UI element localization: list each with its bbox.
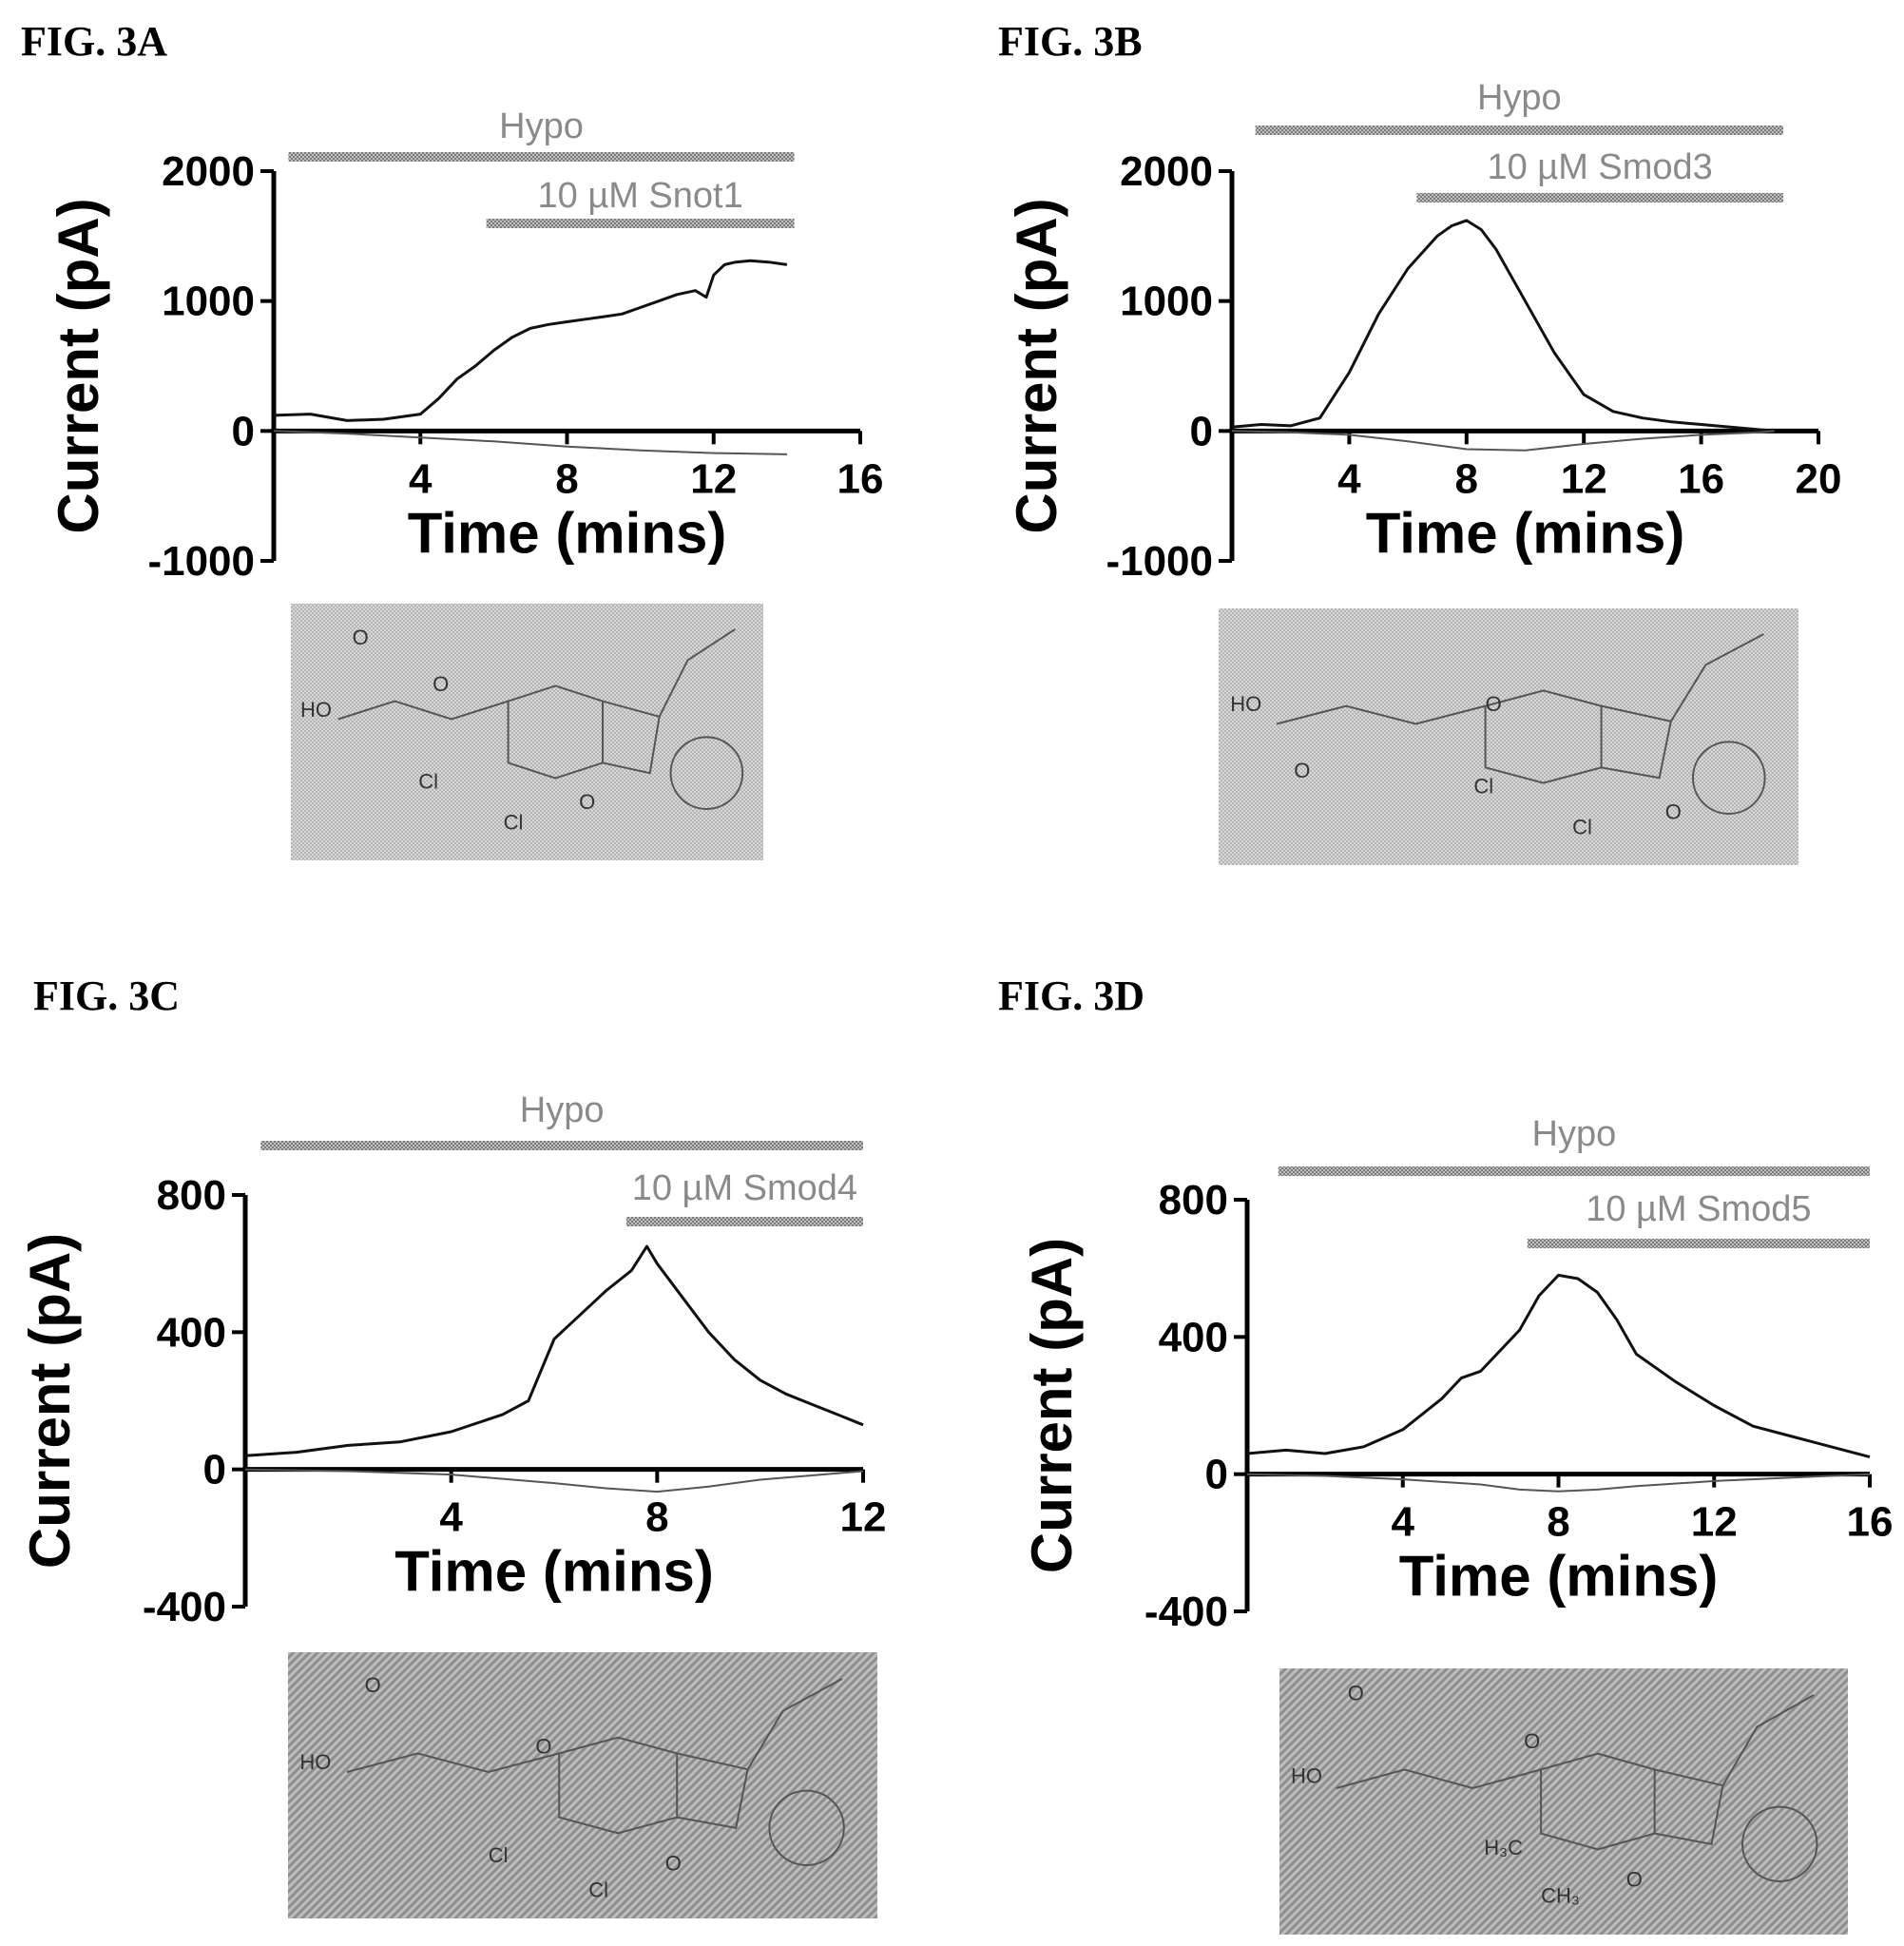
x-tick-label: 12: [840, 1494, 887, 1541]
structure-atom-label: O: [353, 626, 369, 649]
current-trace: [1232, 221, 1775, 431]
application-bar: [626, 1217, 863, 1226]
structure-atom-label: O: [665, 1852, 682, 1876]
application-bar: [1279, 1166, 1870, 1176]
application-bar: [260, 1141, 863, 1150]
panel-2: FIG. 3B 2000 1000 0 -1000 4 8 12 16 20 Time (mins)…: [998, 18, 1841, 865]
application-bar-label: 10 µM Snot1: [538, 176, 743, 216]
x-tick-label: 8: [645, 1494, 668, 1541]
chemical-structure: [1219, 608, 1798, 865]
application-bar-label: Hypo: [1532, 1114, 1617, 1154]
application-bar: [1256, 125, 1783, 135]
structure-atom-label: H₃C: [1484, 1836, 1523, 1859]
application-bar-label: 10 µM Smod3: [1487, 147, 1712, 187]
y-tick-label: 0: [232, 408, 255, 454]
application-bar: [288, 152, 794, 162]
structure-atom-label: Cl: [489, 1843, 509, 1867]
application-bar: [1528, 1239, 1870, 1248]
panel-3: FIG. 3C 800 400 0 -400 4 8 12 Time (mins) Current…: [18, 973, 886, 1918]
structure-atom-label: HO: [300, 698, 332, 722]
y-tick-label: 800: [157, 1172, 226, 1219]
application-bar-label: 10 µM Smod4: [632, 1168, 857, 1208]
x-tick-label: 4: [1337, 455, 1361, 502]
x-tick-label: 12: [690, 455, 737, 502]
y-tick-label: 1000: [162, 279, 255, 325]
x-tick-label: 12: [1561, 455, 1607, 502]
structure-atom-label: Cl: [1572, 816, 1592, 839]
x-tick-label: 4: [409, 455, 433, 502]
structure-atom-label: O: [1348, 1682, 1364, 1705]
y-axis-title: Current (pA): [18, 1233, 82, 1569]
structure-atom-label: O: [1626, 1868, 1643, 1892]
structure-atom-label: O: [579, 790, 595, 814]
y-tick-label: -1000: [147, 538, 255, 585]
current-trace: [274, 260, 787, 420]
x-tick-label: 4: [1392, 1499, 1415, 1546]
structure-atom-label: HO: [1230, 692, 1261, 716]
y-tick-label: -1000: [1106, 538, 1213, 585]
current-trace: [1247, 1275, 1870, 1456]
current-trace: [245, 1470, 863, 1492]
y-axis-title: Current (pA): [1020, 1238, 1084, 1573]
panel-1: FIG. 3A 2000 1000 0 -1000 4 8 12 16 Time (mins) Cu…: [21, 18, 883, 860]
panel-label: FIG. 3B: [998, 18, 1143, 65]
y-tick-label: 400: [1159, 1314, 1228, 1360]
x-tick-label: 4: [439, 1494, 463, 1541]
current-trace: [1232, 431, 1775, 451]
y-tick-label: -400: [1144, 1589, 1228, 1635]
structure-atom-label: O: [433, 672, 449, 696]
structure-atom-label: O: [365, 1673, 381, 1697]
application-bar-label: Hypo: [520, 1090, 605, 1130]
y-axis-title: Current (pA): [47, 198, 110, 533]
y-tick-label: 2000: [1120, 148, 1213, 195]
application-bar: [1416, 193, 1783, 202]
structure-atom-label: O: [1486, 692, 1502, 716]
y-tick-label: 400: [157, 1309, 226, 1356]
structure-atom-label: O: [535, 1734, 551, 1758]
y-tick-label: 2000: [162, 148, 255, 195]
x-axis-title: Time (mins): [1366, 501, 1685, 565]
structure-atom-label: HO: [1291, 1763, 1322, 1787]
panel-label: FIG. 3D: [998, 973, 1144, 1019]
structure-atom-label: O: [1524, 1729, 1540, 1753]
x-tick-label: 16: [1847, 1499, 1894, 1546]
y-tick-label: 0: [1190, 408, 1213, 454]
panel-label: FIG. 3C: [33, 973, 180, 1019]
structure-atom-label: Cl: [504, 811, 524, 835]
application-bar-label: Hypo: [1477, 78, 1562, 118]
structure-atom-label: CH₃: [1541, 1883, 1580, 1907]
y-tick-label: -400: [143, 1584, 226, 1630]
x-tick-label: 8: [555, 455, 578, 502]
x-tick-label: 20: [1796, 455, 1842, 502]
x-tick-label: 8: [1455, 455, 1478, 502]
x-tick-label: 8: [1547, 1499, 1569, 1546]
x-tick-label: 12: [1691, 1499, 1738, 1546]
current-trace: [245, 1246, 863, 1455]
structure-atom-label: O: [1665, 800, 1682, 823]
application-bar-label: Hypo: [499, 106, 584, 146]
x-tick-label: 16: [837, 455, 884, 502]
structure-atom-label: Cl: [418, 769, 438, 793]
x-axis-title: Time (mins): [1399, 1545, 1719, 1609]
structure-atom-label: Cl: [1473, 774, 1493, 798]
x-tick-label: 16: [1678, 455, 1724, 502]
y-tick-label: 1000: [1120, 279, 1213, 325]
y-tick-label: 0: [203, 1447, 226, 1493]
y-tick-label: 0: [1205, 1452, 1228, 1498]
structure-atom-label: Cl: [588, 1879, 608, 1902]
application-bar: [487, 219, 795, 228]
current-trace: [274, 431, 787, 454]
application-bar-label: 10 µM Smod5: [1586, 1189, 1811, 1229]
panel-4: FIG. 3D 800 400 0 -400 4 8 12 16 Time (mins) Curre…: [998, 973, 1893, 1935]
panel-label: FIG. 3A: [21, 18, 167, 65]
y-axis-title: Current (pA): [1005, 198, 1068, 533]
x-axis-title: Time (mins): [408, 501, 727, 565]
structure-atom-label: O: [1294, 759, 1310, 782]
x-axis-title: Time (mins): [394, 1540, 714, 1604]
structure-atom-label: HO: [299, 1750, 331, 1774]
y-tick-label: 800: [1159, 1177, 1228, 1223]
